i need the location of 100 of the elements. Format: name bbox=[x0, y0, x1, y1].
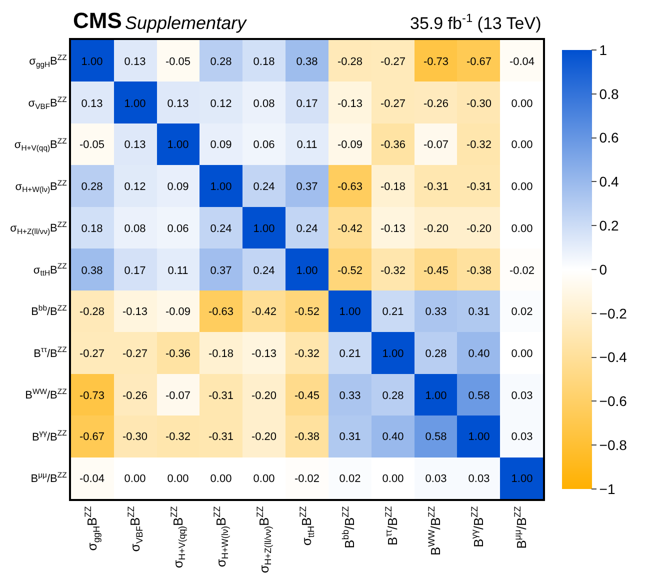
y-tick-label: σ$_{H+Z(ll/νν)}$B$^{ZZ}$ bbox=[10, 220, 68, 236]
data-label: 0.40 bbox=[468, 348, 490, 360]
data-label: 0.58 bbox=[425, 430, 447, 443]
data-label: 1.00 bbox=[511, 472, 533, 485]
data-label: 0.38 bbox=[81, 264, 103, 277]
data-label: 0.28 bbox=[382, 390, 404, 402]
data-label: 1.00 bbox=[167, 138, 189, 151]
data-label: 0.12 bbox=[124, 180, 146, 193]
color-bar-label: 0.6 bbox=[599, 130, 619, 146]
data-label: -0.04 bbox=[79, 472, 105, 485]
data-label: 0.11 bbox=[168, 264, 188, 277]
data-label: -0.36 bbox=[380, 138, 406, 151]
data-label: 1.00 bbox=[124, 98, 146, 110]
data-label: -0.13 bbox=[380, 222, 406, 235]
data-label: 1.00 bbox=[468, 430, 490, 443]
data-label: 0.02 bbox=[511, 306, 533, 318]
data-label: 0.13 bbox=[124, 138, 146, 151]
y-tick-label: B$^{μμ}$/B$^{ZZ}$ bbox=[30, 470, 68, 485]
data-label: -0.32 bbox=[466, 138, 492, 151]
data-label: 0.00 bbox=[210, 472, 232, 485]
data-label: 0.58 bbox=[468, 390, 490, 402]
chart-title: CMS bbox=[73, 8, 122, 33]
data-label: 0.00 bbox=[511, 348, 533, 360]
data-label: 0.00 bbox=[511, 180, 533, 193]
data-label: -0.20 bbox=[423, 222, 449, 235]
data-label: 0.09 bbox=[210, 138, 232, 151]
y-tick-label: B$^{WW}$/B$^{ZZ}$ bbox=[25, 386, 68, 402]
data-label: -0.09 bbox=[337, 138, 363, 151]
y-tick-label: B$^{γγ}$/B$^{ZZ}$ bbox=[32, 428, 68, 444]
data-label: -0.38 bbox=[294, 430, 320, 443]
data-label: 1.00 bbox=[382, 348, 404, 360]
data-label: 0.13 bbox=[81, 98, 103, 110]
data-label: -0.30 bbox=[466, 98, 492, 110]
data-label: -0.32 bbox=[380, 264, 406, 277]
data-label: -0.20 bbox=[466, 222, 492, 235]
data-label: 0.33 bbox=[425, 306, 447, 318]
data-label: -0.32 bbox=[165, 430, 191, 443]
data-label: -0.31 bbox=[423, 180, 449, 193]
data-label: -0.63 bbox=[208, 306, 234, 318]
data-label: 0.03 bbox=[468, 472, 490, 485]
data-label: 0.13 bbox=[124, 56, 146, 68]
data-label: -0.38 bbox=[466, 264, 492, 277]
y-tick-label: σ$_{VBF}$B$^{ZZ}$ bbox=[28, 94, 68, 111]
data-label: 0.17 bbox=[296, 98, 318, 110]
data-label: 0.21 bbox=[339, 348, 361, 360]
y-tick-label: σ$_{ttH}$B$^{ZZ}$ bbox=[33, 262, 68, 278]
data-label: -0.27 bbox=[380, 56, 406, 68]
data-label: 1.00 bbox=[253, 222, 275, 235]
data-label: -0.18 bbox=[380, 180, 406, 193]
data-label: -0.73 bbox=[423, 56, 449, 68]
data-label: -0.73 bbox=[79, 390, 105, 402]
data-label: -0.45 bbox=[294, 390, 320, 402]
data-label: 0.13 bbox=[167, 98, 189, 110]
data-label: 0.09 bbox=[167, 180, 189, 193]
data-label: -0.20 bbox=[251, 430, 277, 443]
data-label: -0.67 bbox=[79, 430, 105, 443]
data-label: 0.03 bbox=[511, 430, 533, 443]
data-label: 0.03 bbox=[511, 390, 533, 402]
data-label: -0.42 bbox=[337, 222, 363, 235]
data-label: 0.08 bbox=[124, 222, 146, 235]
data-label: 0.00 bbox=[511, 98, 533, 110]
data-label: -0.30 bbox=[122, 430, 148, 443]
data-label: 0.00 bbox=[511, 138, 533, 151]
color-bar-label: −0.2 bbox=[599, 305, 628, 322]
color-bar-label: 0 bbox=[599, 261, 608, 278]
data-label: 1.00 bbox=[339, 306, 361, 318]
data-label: 0.06 bbox=[167, 222, 189, 235]
data-label: -0.20 bbox=[251, 390, 277, 402]
data-label: 0.00 bbox=[511, 222, 533, 235]
y-tick-label: σ$_{H+V(qq)}$B$^{ZZ}$ bbox=[14, 136, 68, 152]
data-label: 0.38 bbox=[296, 56, 318, 68]
data-label: -0.31 bbox=[208, 430, 234, 443]
data-label: 0.12 bbox=[210, 98, 232, 110]
data-label: -0.26 bbox=[423, 98, 449, 110]
color-bar-label: −0.4 bbox=[599, 349, 628, 366]
data-label: 0.28 bbox=[81, 180, 103, 193]
data-label: -0.05 bbox=[79, 138, 105, 151]
data-label: 0.24 bbox=[210, 222, 232, 235]
data-label: -0.13 bbox=[337, 98, 363, 110]
data-label: -0.63 bbox=[337, 180, 363, 193]
data-label: -0.26 bbox=[122, 390, 148, 402]
data-label: 0.18 bbox=[81, 222, 103, 235]
data-label: -0.07 bbox=[423, 138, 449, 151]
data-label: 0.00 bbox=[167, 472, 189, 485]
data-label: -0.36 bbox=[165, 348, 191, 360]
color-bar-label: −0.8 bbox=[599, 437, 628, 453]
data-label: 1.00 bbox=[296, 264, 318, 277]
data-label: -0.27 bbox=[122, 348, 148, 360]
y-tick-label: σ$_{H+W(lν)}$B$^{ZZ}$ bbox=[15, 178, 68, 194]
data-label: 0.02 bbox=[339, 472, 361, 485]
data-label: 0.33 bbox=[339, 390, 361, 402]
data-label: -0.27 bbox=[79, 348, 105, 360]
data-label: 1.00 bbox=[425, 390, 447, 402]
data-label: -0.07 bbox=[165, 390, 191, 402]
data-label: 0.18 bbox=[253, 56, 275, 68]
data-label: 0.24 bbox=[253, 264, 275, 277]
data-label: -0.52 bbox=[337, 264, 363, 277]
data-label: -0.02 bbox=[509, 264, 535, 277]
data-label: -0.27 bbox=[380, 98, 406, 110]
chart-subtitle: Supplementary bbox=[125, 13, 248, 33]
